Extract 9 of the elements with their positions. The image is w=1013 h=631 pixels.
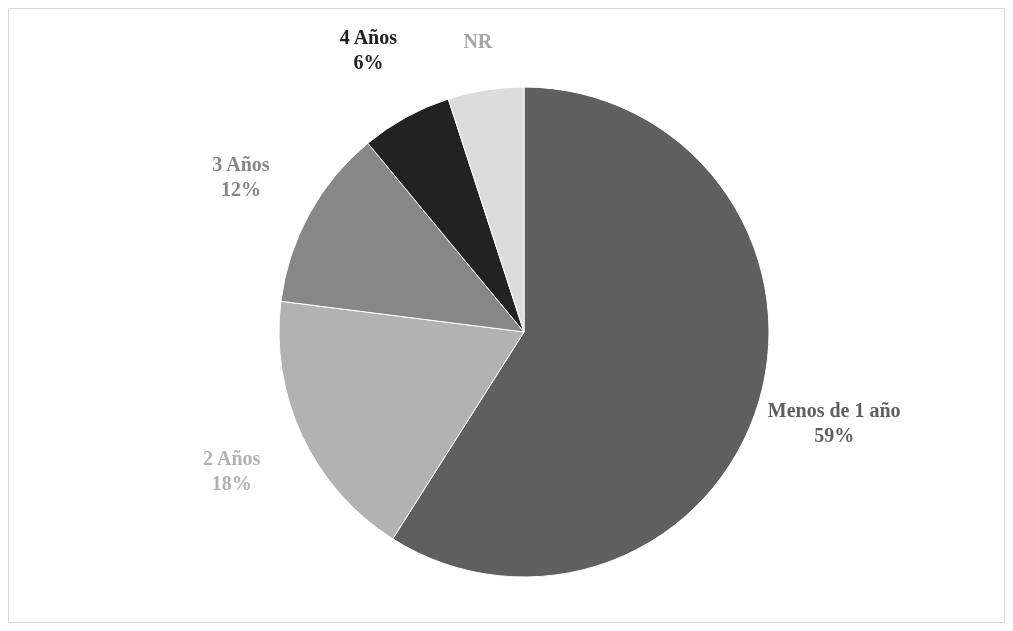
data-label: 12% [220, 178, 261, 201]
data-label: 18% [211, 471, 252, 494]
data-label: 59% [814, 424, 855, 447]
data-label: 6% [353, 50, 384, 73]
slice-label: 4 Años [339, 25, 398, 48]
slice-label: 2 Años [203, 446, 261, 469]
slice-label: NR [463, 29, 493, 52]
slice-label: Menos de 1 año [767, 399, 901, 422]
slice-label: 3 Años [212, 153, 270, 176]
